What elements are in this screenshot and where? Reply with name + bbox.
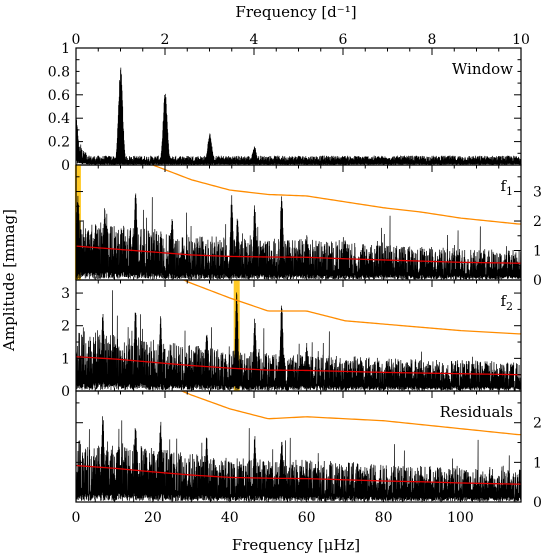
panel-label: f2 xyxy=(500,292,513,313)
y-tick-label-left: 2 xyxy=(61,319,70,335)
panel-label-base: f xyxy=(500,177,507,195)
y-axis-title: Amplitude [mmag] xyxy=(0,209,18,352)
y-tick-label-left: 0.2 xyxy=(48,135,70,151)
spectrum-line xyxy=(76,193,521,280)
top-tick-label: 10 xyxy=(512,32,530,48)
spectrum-line xyxy=(76,290,521,391)
panel-label-subscript: 1 xyxy=(506,185,513,198)
panel-label: Residuals xyxy=(440,403,513,421)
y-tick-label-left: 0 xyxy=(61,384,70,400)
significance-threshold-line xyxy=(150,165,521,225)
panel-label-base: f xyxy=(500,292,507,310)
panel-label-subscript: 2 xyxy=(506,300,513,313)
bottom-tick-label: 100 xyxy=(447,510,474,526)
y-tick-label-left: 1 xyxy=(61,41,70,57)
bottom-tick-label: 20 xyxy=(144,510,162,526)
axes-layer: Frequency [d⁻¹] Frequency [μHz] Amplitud… xyxy=(0,3,360,554)
top-tick-label: 0 xyxy=(72,32,81,48)
y-tick-label-right: 1 xyxy=(533,455,541,471)
spectrum-line xyxy=(76,416,521,502)
mean-noise-line xyxy=(76,356,521,376)
panel-1: 0 0.2 0.4 0.6 0.8 1 Window xyxy=(48,41,522,174)
y-tick-label-right: 2 xyxy=(533,416,541,432)
y-tick-label-right: 2 xyxy=(533,214,541,230)
top-tick-label: 2 xyxy=(161,32,170,48)
mean-noise-line xyxy=(76,464,521,485)
bottom-tick-label: 40 xyxy=(221,510,239,526)
y-tick-label-right: 0 xyxy=(533,495,541,511)
y-tick-label-left: 1 xyxy=(61,351,70,367)
top-axis-title: Frequency [d⁻¹] xyxy=(235,3,356,21)
mean-noise-line xyxy=(76,245,521,264)
y-tick-label-left: 0 xyxy=(61,158,70,174)
significance-threshold-line xyxy=(181,280,521,335)
y-tick-label-left: 0.8 xyxy=(48,64,70,80)
y-tick-label-left: 0.6 xyxy=(48,88,70,104)
y-tick-label-right: 0 xyxy=(533,273,541,289)
panel-4: 0 1 2 Residuals xyxy=(75,390,541,511)
top-tick-label: 8 xyxy=(428,32,437,48)
y-tick-label-right: 1 xyxy=(533,244,541,260)
significance-threshold-line xyxy=(180,391,521,436)
bottom-tick-label: 60 xyxy=(298,510,316,526)
panel-label: Window xyxy=(452,60,513,78)
spectrum-line xyxy=(76,67,521,165)
top-tick-label: 6 xyxy=(339,32,348,48)
bottom-axis-title: Frequency [μHz] xyxy=(232,536,360,554)
y-tick-label-left: 0.4 xyxy=(48,111,70,127)
panel-label: f1 xyxy=(500,177,513,198)
bottom-tick-label: 0 xyxy=(72,510,81,526)
bottom-tick-label: 80 xyxy=(375,510,393,526)
y-tick-label-right: 3 xyxy=(533,185,541,201)
y-tick-label-left: 3 xyxy=(61,286,70,302)
top-tick-label: 4 xyxy=(250,32,259,48)
